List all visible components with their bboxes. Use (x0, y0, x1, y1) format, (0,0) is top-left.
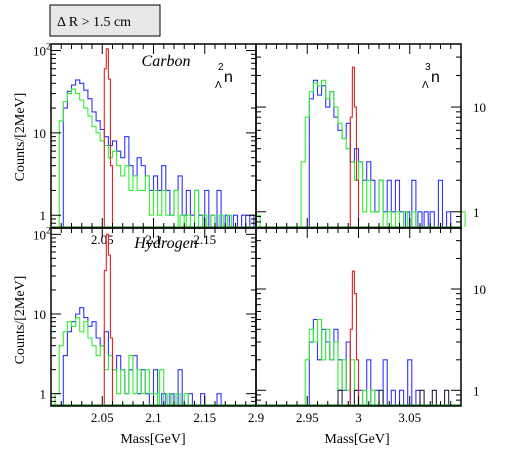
x-tick-label: 3 (355, 410, 362, 425)
nucleus-left-superscript: 2 (218, 62, 224, 73)
x-tick-label: 3.05 (398, 410, 421, 425)
y-tick-label: 10 (33, 126, 46, 141)
series-red-bottom-right (349, 270, 360, 405)
y-tick-label: 1 (473, 383, 480, 398)
y-axis-label-bottom: Counts/[2MeV] (13, 276, 28, 365)
y-tick-label: 10 (473, 100, 486, 115)
nucleus-right-symbol: n (431, 69, 440, 86)
x-axis-label-right: Mass[GeV] (324, 432, 389, 447)
y-tick-label: 10 (33, 44, 46, 59)
y-tick-label-exponent: 2 (46, 42, 51, 52)
panel-label-carbon: Carbon (142, 53, 191, 70)
series-green-top-right (300, 79, 466, 227)
y-tick-label-exponent: 2 (46, 225, 51, 235)
nucleus-left-symbol: n (224, 69, 233, 86)
x-tick-label-2.9: 2.9 (248, 410, 264, 425)
y-tick-label: 10 (473, 282, 486, 297)
y-tick-label: 1 (473, 205, 480, 220)
x-axis-label-left: Mass[GeV] (120, 432, 185, 447)
nucleus-right-superscript: 3 (425, 62, 431, 73)
panel-top-right: 1 10 (255, 43, 486, 229)
x-tick-label: 2.15 (193, 410, 216, 425)
nucleus-left-subscript: Λ (215, 80, 222, 91)
cut-label: Δ R > 1.5 cm (57, 15, 131, 30)
nucleus-right-subscript: Λ (422, 80, 429, 91)
series-green-bottom-right (304, 318, 376, 405)
nucleus-label-left: 2 Λ n (215, 62, 233, 91)
y-tick-label: 1 (40, 387, 47, 402)
series-black-bottom-right (337, 389, 450, 405)
cut-label-box: Δ R > 1.5 cm (49, 4, 161, 37)
panel-bottom-right: 1 10 2.95 3 3.05 (255, 227, 486, 425)
x-tick-label: 2.15 (193, 232, 216, 247)
x-tick-label: 2.1 (145, 410, 161, 425)
x-tick-label: 2.1 (145, 232, 161, 247)
series-red-bottom-left (103, 233, 114, 405)
series-blue-bottom-left (62, 307, 222, 405)
series-red-top-left (103, 48, 114, 227)
y-tick-label: 1 (40, 208, 47, 223)
series-blue-top-left (62, 79, 255, 227)
series-green-top-left (58, 88, 261, 227)
nucleus-label-right: 3 Λ n (422, 62, 440, 91)
y-tick-label: 10 (33, 227, 46, 242)
y-axis-label-top: Counts/[2MeV] (13, 93, 28, 182)
series-blue-top-right (308, 79, 452, 227)
x-tick-label: 2.05 (91, 410, 114, 425)
series-green-bottom-left (54, 317, 189, 405)
panel-label-hydrogen: Hydrogen (133, 235, 197, 252)
y-tick-label: 10 (33, 307, 46, 322)
series-red-top-right (349, 66, 360, 227)
x-tick-label: 2.95 (296, 410, 319, 425)
